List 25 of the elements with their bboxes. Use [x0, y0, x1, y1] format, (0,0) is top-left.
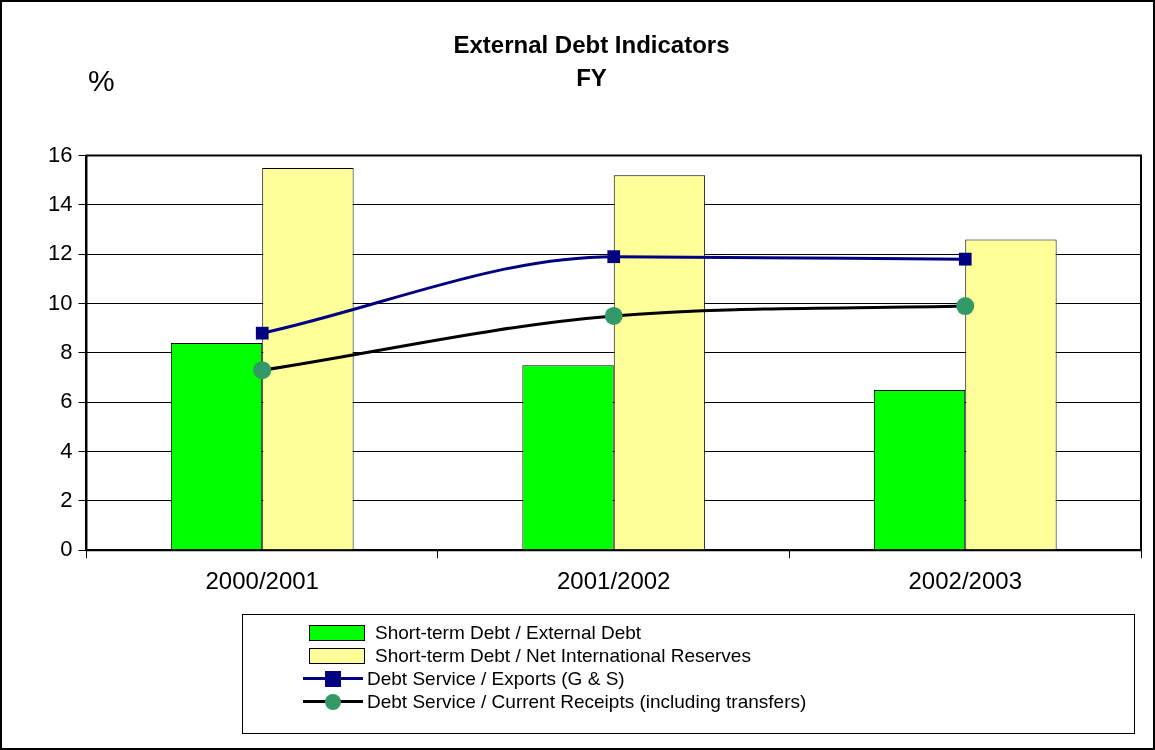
- y-axis-title: %: [88, 64, 115, 98]
- legend-label: Debt Service / Current Receipts (including transfers): [367, 690, 807, 713]
- legend-label: Debt Service / Exports (G & S): [367, 667, 625, 690]
- point: [956, 297, 975, 316]
- y-tick-label: 4: [60, 437, 73, 463]
- chart-subtitle: FY: [576, 63, 607, 91]
- chart-title: External Debt Indicators: [453, 31, 730, 59]
- point: [255, 326, 269, 340]
- legend-label: Short-term Debt / External Debt: [375, 621, 642, 644]
- y-tick-label: 16: [47, 141, 73, 167]
- x-tick-label: 2001/2002: [557, 567, 671, 595]
- x-tick-label: 2000/2001: [205, 567, 319, 595]
- point: [604, 306, 623, 325]
- x-tick-label: 2002/2003: [908, 567, 1022, 595]
- point: [253, 361, 272, 380]
- y-tick-label: 8: [60, 338, 73, 364]
- y-tick-label: 12: [47, 240, 73, 266]
- y-tick-label: 2: [60, 486, 73, 512]
- point: [958, 252, 972, 266]
- legend-label: Short-term Debt / Net International Reserves: [375, 644, 751, 667]
- point: [607, 250, 621, 264]
- y-tick-label: 10: [47, 289, 73, 315]
- y-tick-label: 14: [47, 190, 73, 216]
- y-tick-label: 6: [60, 388, 73, 414]
- y-tick-label: 0: [60, 536, 73, 562]
